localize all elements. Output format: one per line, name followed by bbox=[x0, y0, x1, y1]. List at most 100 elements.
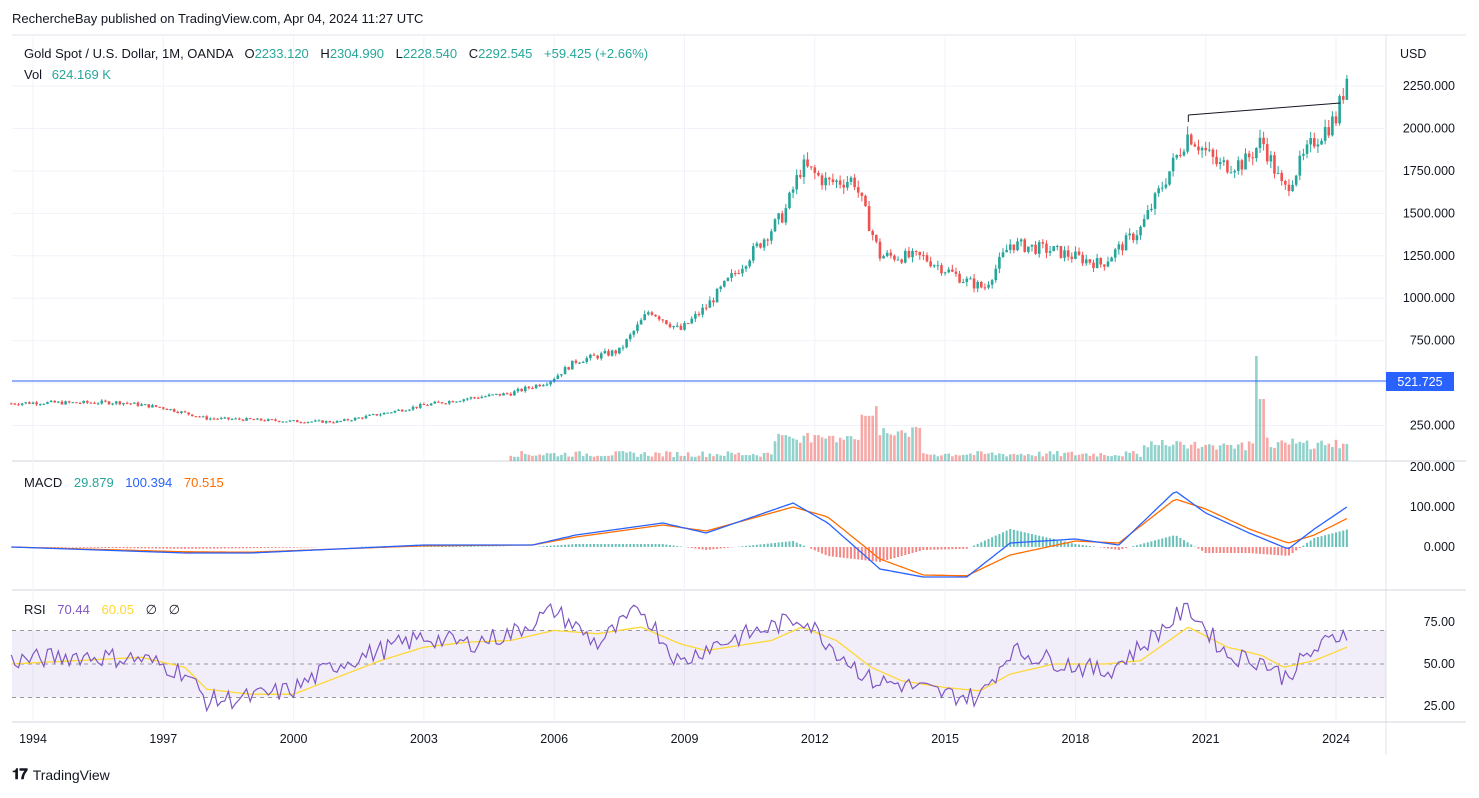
candle-body bbox=[1041, 242, 1045, 244]
candle-body bbox=[64, 401, 67, 405]
candle-body bbox=[49, 400, 53, 403]
candle-body bbox=[1345, 78, 1349, 100]
macd-histogram-bar bbox=[752, 545, 755, 547]
volume-bar bbox=[1291, 438, 1294, 461]
macd-histogram-bar bbox=[433, 545, 436, 547]
candle-body bbox=[339, 420, 342, 422]
price-axis[interactable]: 2250.000 2000.000 1750.000 1500.000 1250.000… bbox=[1403, 79, 1455, 433]
candle-body bbox=[1132, 233, 1135, 241]
macd-histogram-bar bbox=[1078, 544, 1081, 547]
rsi-axis[interactable]: 75.00 50.00 25.00 bbox=[1424, 615, 1455, 713]
candle-body bbox=[38, 404, 42, 406]
candle-body bbox=[958, 273, 961, 283]
candle-body bbox=[335, 421, 339, 423]
candle-body bbox=[704, 307, 708, 309]
candle-body bbox=[85, 400, 89, 403]
volume-bar bbox=[607, 455, 610, 461]
macd-histogram-bar bbox=[1284, 547, 1287, 556]
candle-body bbox=[107, 401, 111, 405]
rsi-pane bbox=[10, 602, 1348, 713]
macd-histogram-bar bbox=[763, 544, 766, 547]
macd-histogram-bar bbox=[1320, 536, 1323, 547]
macd-histogram-bar bbox=[484, 546, 487, 547]
volume-bar bbox=[563, 452, 567, 461]
candle-body bbox=[665, 320, 668, 325]
candle-body bbox=[364, 415, 368, 419]
candle-body bbox=[1302, 153, 1305, 156]
candle-body bbox=[469, 397, 473, 399]
volume-bar bbox=[929, 454, 932, 461]
candle-body bbox=[925, 255, 929, 262]
volume-bar bbox=[835, 442, 838, 461]
macd-signal-line bbox=[11, 498, 1348, 577]
volume-bar bbox=[943, 453, 947, 461]
macd-legend: MACD 29.879 100.394 70.515 bbox=[24, 475, 224, 490]
open-value: 2233.120 bbox=[255, 46, 309, 61]
macd-histogram-bar bbox=[1045, 537, 1048, 547]
volume-bar bbox=[987, 453, 990, 461]
currency-label[interactable]: USD bbox=[1400, 47, 1426, 61]
tradingview-footer[interactable]: 𝟏𝟕 TradingView bbox=[12, 766, 110, 783]
candle-body bbox=[733, 273, 737, 275]
candle-body bbox=[871, 231, 875, 235]
candle-body bbox=[13, 403, 17, 405]
candle-body bbox=[328, 421, 332, 423]
macd-axis[interactable]: 200.000 100.000 0.000 bbox=[1410, 460, 1455, 554]
macd-histogram-bar bbox=[773, 542, 776, 547]
candle-body bbox=[954, 271, 958, 274]
macd-histogram-bar bbox=[864, 547, 867, 561]
candle-body bbox=[1186, 134, 1189, 152]
candle-body bbox=[1244, 153, 1247, 170]
macd-histogram-bar bbox=[1215, 547, 1218, 553]
candle-body bbox=[1338, 96, 1341, 124]
volume-bar bbox=[893, 435, 896, 461]
macd-histogram-bar bbox=[1219, 547, 1222, 553]
low-value: 2228.540 bbox=[403, 46, 457, 61]
candle-body bbox=[610, 350, 614, 356]
candle-body bbox=[817, 172, 820, 176]
volume-bar bbox=[697, 455, 701, 461]
volume-bar bbox=[723, 455, 726, 461]
candle-body bbox=[520, 388, 523, 392]
candle-body bbox=[896, 259, 900, 261]
macd-histogram-bar bbox=[998, 533, 1001, 547]
volume-bar bbox=[936, 456, 940, 461]
macd-histogram-bar bbox=[922, 547, 925, 550]
candle-body bbox=[1099, 258, 1103, 265]
volume-bar bbox=[1150, 441, 1153, 461]
candle-body bbox=[93, 402, 96, 404]
macd-histogram-bar bbox=[745, 545, 748, 547]
price-tick-label: 1500.000 bbox=[1403, 206, 1455, 220]
candle-body bbox=[853, 177, 856, 188]
macd-histogram-bar bbox=[676, 546, 679, 547]
trendline-drawing[interactable] bbox=[1187, 102, 1341, 122]
macd-histogram-bar bbox=[430, 545, 433, 547]
macd-histogram-bar bbox=[629, 544, 632, 547]
volume-bar bbox=[1179, 441, 1182, 461]
macd-histogram-bar bbox=[1230, 547, 1233, 553]
candle-body bbox=[780, 213, 784, 223]
macd-histogram-bar bbox=[249, 547, 252, 549]
volume-bar bbox=[1117, 455, 1121, 461]
volume-bar bbox=[549, 453, 552, 461]
macd-histogram-bar bbox=[658, 544, 661, 547]
candle-body bbox=[951, 269, 954, 272]
macd-histogram-bar bbox=[158, 547, 161, 549]
candle-body bbox=[404, 410, 408, 412]
candle-body bbox=[306, 421, 310, 423]
high-label: H bbox=[320, 46, 329, 61]
volume-bar bbox=[1258, 399, 1262, 461]
volume-bar bbox=[1186, 448, 1189, 461]
macd-histogram-bar bbox=[216, 547, 219, 549]
volume-bar bbox=[701, 451, 704, 461]
volume-bar bbox=[969, 453, 972, 461]
volume-bar bbox=[972, 455, 976, 461]
candle-body bbox=[686, 323, 690, 325]
macd-histogram-bar bbox=[1208, 547, 1211, 553]
time-axis[interactable]: 1994 1997 2000 2003 2006 2009 2012 2015 2018 2021… bbox=[19, 732, 1350, 746]
candle-body bbox=[820, 175, 824, 186]
macd-histogram-bar bbox=[650, 544, 653, 547]
macd-histogram-bar bbox=[1262, 547, 1265, 555]
candle-body bbox=[487, 394, 491, 397]
